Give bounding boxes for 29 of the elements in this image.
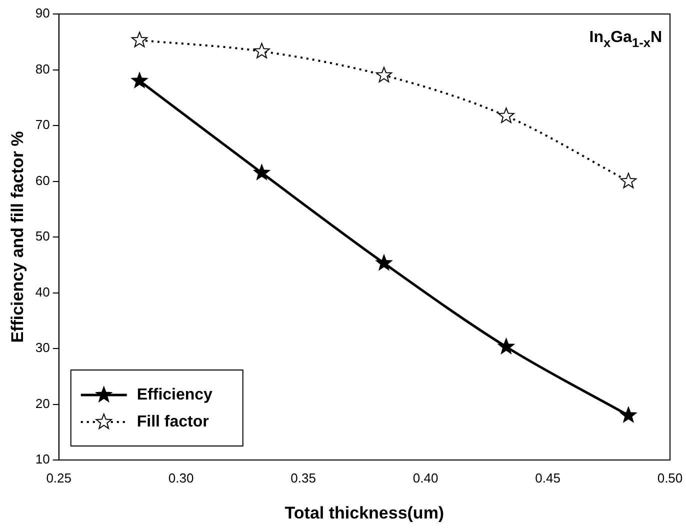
x-tick-label: 0.40: [412, 470, 438, 486]
y-tick-label: 20: [35, 396, 50, 411]
point: [376, 254, 392, 270]
y-tick-label: 90: [35, 6, 50, 21]
legend-label: Efficiency: [136, 386, 213, 404]
point: [498, 108, 514, 123]
point: [620, 172, 637, 188]
y-tick-label: 60: [35, 172, 50, 188]
y-tick-label: 50: [35, 228, 50, 244]
point: [254, 42, 270, 58]
x-tick-label: 0.45: [535, 470, 560, 486]
x-tick-label: 0.30: [168, 470, 194, 486]
y-tick-label: 10: [35, 452, 50, 467]
point: [498, 338, 514, 354]
point: [131, 72, 148, 88]
y-axis-title: Efficiency and fill factor %: [8, 131, 27, 343]
y-tick-label: 80: [35, 61, 50, 76]
legend-label: Fill factor: [136, 413, 209, 430]
point: [376, 66, 392, 82]
y-tick-label: 40: [35, 284, 50, 300]
x-tick-label: 0.25: [46, 470, 72, 486]
x-tick-label: 0.35: [290, 470, 316, 486]
point: [254, 164, 270, 180]
point: [620, 406, 637, 422]
y-tick-label: 70: [35, 117, 50, 132]
x-axis-title: Total thickness(um): [284, 503, 444, 522]
y-tick-label: 30: [35, 340, 50, 356]
x-tick-label: 0.50: [657, 470, 683, 486]
point: [131, 32, 148, 48]
